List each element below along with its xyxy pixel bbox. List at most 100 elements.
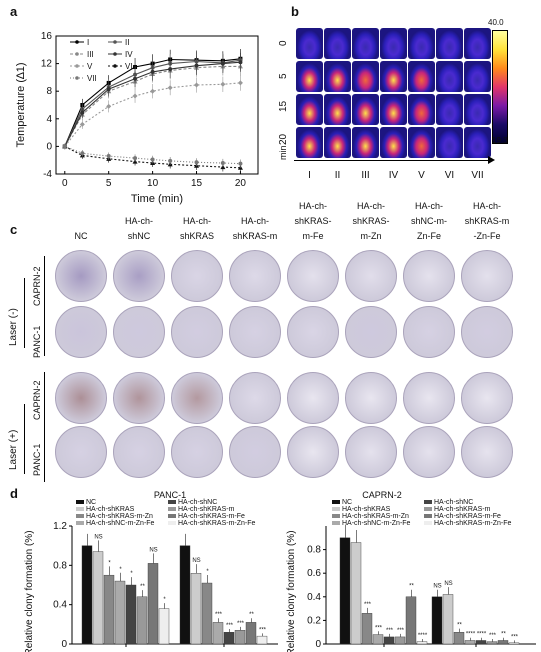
legend-label: HA-ch-shNC (434, 499, 473, 506)
y-tick-label: 0.8 (307, 545, 321, 556)
significance-mark: **** (418, 633, 428, 639)
data-point (220, 160, 225, 165)
row-label-laser-off: Laser (-) (8, 308, 19, 346)
chart-title: CAPRN-2 (362, 490, 402, 500)
y-tick-label: 0.4 (53, 600, 67, 611)
thermal-image (352, 94, 379, 125)
legend-label: HA-ch-shNC-m-Zn-Fe (342, 520, 411, 527)
row-divider-off (24, 278, 25, 348)
legend-label: HA-ch-shNC (178, 499, 217, 506)
significance-mark: NS (444, 581, 452, 587)
data-point (238, 161, 243, 166)
bar (81, 545, 93, 645)
significance-mark: *** (397, 628, 405, 634)
legend-marker (113, 52, 117, 56)
series-line-III (64, 65, 241, 147)
colony-dish (287, 306, 339, 358)
colony-dish (113, 426, 165, 478)
colony-dish (55, 306, 107, 358)
colony-dish (345, 426, 397, 478)
bar (201, 582, 213, 645)
thermal-image (408, 94, 435, 125)
bar (245, 622, 257, 645)
group-label: I (308, 170, 311, 181)
time-unit-label: min (278, 145, 288, 160)
thermal-image (352, 127, 379, 158)
thermal-image (296, 127, 323, 158)
bar (147, 563, 159, 645)
legend-swatch (332, 500, 340, 504)
thermal-image (296, 28, 323, 59)
legend-label: NC (342, 499, 352, 506)
legend-swatch (332, 521, 340, 525)
thermal-image (352, 61, 379, 92)
legend-label-III: III (87, 50, 94, 59)
legend-label: HA-ch-shKRAS-m-Fe (434, 513, 501, 520)
legend-label: HA-ch-shKRAS-m (434, 506, 491, 513)
y-tick-label: 0 (315, 639, 321, 650)
bar (125, 584, 137, 645)
bar (442, 594, 454, 645)
panel-c-label: c (10, 222, 18, 237)
bar (431, 596, 443, 645)
colony-dish (229, 426, 281, 478)
row-divider-on (24, 404, 25, 474)
bar (136, 596, 148, 645)
y-axis-label: Temperature (∆1) (15, 63, 27, 148)
colorbar-min: 19.3 (492, 136, 508, 145)
significance-mark: NS (149, 547, 157, 553)
legend-swatch (76, 507, 84, 511)
series-line-VI (64, 145, 241, 169)
thermal-image (464, 127, 491, 158)
bar (350, 542, 362, 645)
colony-dish (171, 372, 223, 424)
chart-a-temperature: 0 5 10 15 20 -4 0 4 8 12 16 Time (min) Temperature (… (15, 31, 259, 205)
y-tick-label: 0.8 (53, 560, 67, 571)
colony-dish (461, 306, 513, 358)
y-tick-label: 16 (41, 31, 53, 42)
legend-swatch (332, 514, 340, 518)
data-point (150, 157, 155, 162)
legend-label-VII: VII (87, 74, 97, 83)
colony-dish (229, 306, 281, 358)
significance-mark: **** (466, 632, 476, 638)
row-label-panc-on: PANC-1 (32, 443, 42, 476)
bar (383, 636, 395, 645)
colorbar (492, 30, 508, 144)
bar (416, 641, 428, 645)
series-line-V (64, 82, 241, 147)
significance-mark: *** (489, 633, 497, 639)
legend-label: HA-ch-shKRAS (342, 506, 391, 513)
colony-dish (403, 372, 455, 424)
significance-mark: *** (375, 625, 383, 631)
colony-dish (55, 250, 107, 302)
y-tick-label: 1.2 (53, 521, 67, 532)
y-tick-label: 12 (41, 59, 53, 70)
bar (234, 630, 246, 645)
colony-dish (287, 372, 339, 424)
thermal-image (464, 28, 491, 59)
row-divider-cell-on (44, 372, 45, 482)
legend-label-IV: IV (125, 50, 133, 59)
legend-swatch (424, 500, 432, 504)
data-point (150, 69, 155, 74)
legend-label-I: I (87, 38, 89, 47)
legend-swatch (424, 521, 432, 525)
data-point (132, 93, 138, 99)
thermal-image (436, 28, 463, 59)
legend-label: HA-ch-shKRAS (86, 506, 135, 513)
thermal-image (296, 94, 323, 125)
thermal-image (408, 127, 435, 158)
significance-mark: ** (501, 632, 506, 638)
data-point (167, 85, 173, 91)
x-tick-label: 10 (147, 178, 159, 189)
x-tick-label: 15 (191, 178, 203, 189)
significance-mark: * (206, 569, 209, 575)
legend-label: HA-ch-shKRAS-m-Zn (342, 513, 409, 520)
thermal-image (380, 127, 407, 158)
legend-label: HA-ch-shKRAS-m-Zn-Fe (434, 520, 512, 527)
significance-mark: NS (433, 584, 441, 590)
bar (223, 631, 235, 645)
bar (486, 641, 498, 645)
significance-mark: **** (477, 632, 487, 638)
